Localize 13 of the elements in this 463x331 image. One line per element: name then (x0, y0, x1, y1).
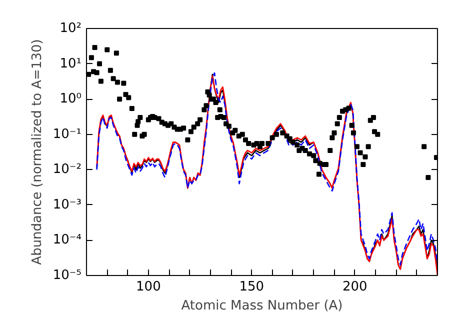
x-tick-label: 150 (239, 280, 264, 294)
y-tick-label: 10¹ (60, 56, 82, 72)
y-tick-label: 10⁻⁵ (52, 268, 82, 283)
x-tick-label: 200 (342, 280, 368, 294)
y-tick-label: 10² (60, 21, 82, 36)
y-tick-label: 10⁰ (60, 92, 82, 107)
y-axis-title: Abundance (normalized to A=130) (30, 39, 45, 265)
x-axis-title: Atomic Mass Number (A) (181, 298, 343, 314)
x-tick-label: 100 (136, 280, 161, 294)
y-tick-label: 10⁻¹ (52, 126, 82, 142)
y-tick-label: 10⁻³ (52, 197, 82, 212)
y-tick-label: 10⁻² (52, 162, 82, 178)
y-tick-label: 10⁻⁴ (52, 232, 82, 248)
